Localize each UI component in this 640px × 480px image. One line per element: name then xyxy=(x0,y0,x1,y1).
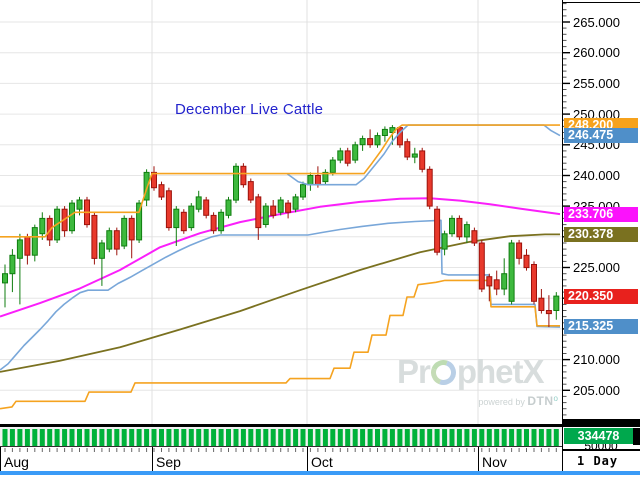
prophetx-watermark: Pr phetX powered by DTNo xyxy=(397,353,561,408)
price-axis-label: 210.000 xyxy=(573,352,620,368)
month-divider xyxy=(478,447,479,471)
price-axis-label: 265.000 xyxy=(573,14,620,30)
x-axis-month-label: Nov xyxy=(482,454,507,470)
axis-top-border xyxy=(562,2,640,3)
timeframe-box-border xyxy=(562,449,640,451)
pane-splitter-axis-end xyxy=(562,419,640,424)
ma-fast-label: 233.706 xyxy=(564,206,638,222)
ma-slow-label: 230.378 xyxy=(564,227,638,242)
x-axis-month-label: Aug xyxy=(4,454,29,470)
volume-value-label: 334478 xyxy=(564,428,633,444)
pane-splitter[interactable] xyxy=(0,424,640,427)
x-axis-month-label: Oct xyxy=(311,454,333,470)
price-axis-label: 205.000 xyxy=(573,382,620,398)
last-price-label: 220.350 xyxy=(564,288,638,304)
channel-lower-label: 215.325 xyxy=(564,319,638,335)
prophetx-globe-icon xyxy=(426,355,460,390)
volume-scale-corner-block xyxy=(633,428,640,445)
window-bottom-edge xyxy=(0,471,640,475)
month-divider xyxy=(0,447,1,471)
timeframe-label: 1 Day xyxy=(577,454,619,468)
chart-title: December Live Cattle xyxy=(175,101,324,118)
channel-upper-fast-label: 246.475 xyxy=(564,128,638,144)
price-axis-label: 225.000 xyxy=(573,260,620,275)
month-divider xyxy=(307,447,308,471)
price-axis-label: 255.000 xyxy=(573,75,620,91)
powered-by-dtn: powered by DTNo xyxy=(478,394,558,408)
price-axis-label: 240.000 xyxy=(573,168,620,183)
x-axis-month-label: Sep xyxy=(156,454,181,470)
axis-left-border xyxy=(562,0,563,472)
prophetx-wordmark: Pr phetX xyxy=(397,353,545,390)
month-divider xyxy=(152,447,153,471)
price-axis-label: 260.000 xyxy=(573,45,620,61)
